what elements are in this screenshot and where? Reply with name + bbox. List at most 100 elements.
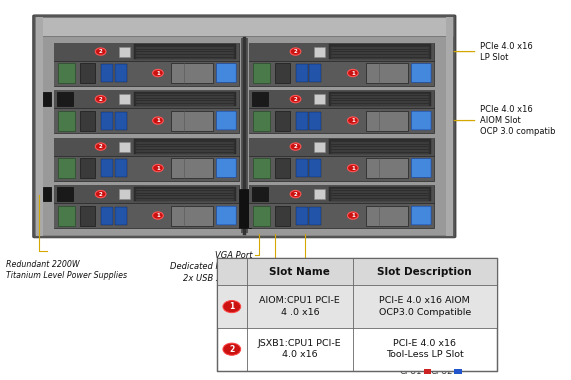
Bar	[54, 90, 239, 108]
Text: PCI-E 4.0 x16
Tool-Less LP Slot: PCI-E 4.0 x16 Tool-Less LP Slot	[386, 339, 464, 359]
Bar	[329, 187, 431, 201]
Bar	[119, 94, 130, 104]
Bar	[171, 111, 214, 130]
Circle shape	[95, 48, 106, 55]
Text: 2: 2	[99, 97, 103, 101]
Bar	[329, 44, 431, 59]
Bar	[58, 206, 75, 225]
Circle shape	[348, 212, 358, 219]
Bar	[275, 206, 290, 225]
Bar	[216, 285, 497, 328]
FancyBboxPatch shape	[412, 206, 431, 225]
Circle shape	[152, 212, 163, 219]
Text: Slot Name: Slot Name	[270, 267, 330, 277]
Text: Dedicated IPMI Port: Dedicated IPMI Port	[170, 262, 252, 271]
Bar	[54, 155, 239, 180]
Text: Slot Description: Slot Description	[377, 267, 472, 277]
Bar	[314, 189, 325, 199]
Bar	[54, 185, 239, 228]
Bar	[251, 92, 268, 106]
Bar	[134, 187, 236, 201]
Bar	[250, 203, 434, 228]
Text: 2: 2	[293, 192, 297, 196]
Bar	[250, 60, 434, 86]
FancyBboxPatch shape	[216, 206, 236, 225]
Circle shape	[348, 70, 358, 77]
Text: 1: 1	[156, 166, 160, 171]
Bar	[115, 207, 127, 225]
Bar	[329, 139, 431, 154]
Circle shape	[95, 143, 106, 150]
Bar	[250, 90, 434, 108]
Bar	[250, 155, 434, 180]
FancyBboxPatch shape	[34, 16, 454, 237]
Bar	[171, 206, 214, 225]
Text: 2: 2	[99, 49, 103, 54]
Bar	[100, 207, 112, 225]
Bar	[54, 90, 239, 133]
Bar	[58, 158, 75, 178]
Bar	[250, 185, 434, 228]
Bar	[250, 138, 434, 155]
Bar	[54, 108, 239, 133]
Bar	[43, 187, 51, 201]
Bar	[366, 206, 408, 225]
Bar	[100, 159, 112, 177]
Bar	[54, 43, 239, 86]
FancyBboxPatch shape	[412, 64, 431, 82]
Bar	[58, 111, 75, 130]
Text: 2: 2	[229, 345, 235, 354]
Bar	[134, 92, 236, 106]
Bar	[424, 369, 432, 374]
Bar	[275, 111, 290, 130]
Bar	[309, 159, 321, 177]
Bar	[54, 203, 239, 228]
Bar	[454, 369, 462, 374]
Bar	[58, 63, 75, 83]
Bar	[119, 47, 130, 57]
Circle shape	[290, 48, 301, 55]
Bar	[171, 63, 214, 83]
Bar	[57, 187, 73, 201]
Bar	[115, 112, 127, 130]
Bar	[253, 206, 270, 225]
Bar	[239, 189, 251, 228]
Bar	[100, 64, 112, 82]
Text: PCIe 4.0 x16
AIOM Slot
OCP 3.0 compatib: PCIe 4.0 x16 AIOM Slot OCP 3.0 compatib	[480, 105, 556, 136]
Bar	[81, 206, 95, 225]
Text: CPU1: CPU1	[400, 367, 422, 376]
Circle shape	[348, 117, 358, 124]
Bar	[296, 159, 308, 177]
Bar	[216, 258, 497, 285]
Text: 1: 1	[156, 213, 160, 218]
Bar	[309, 64, 321, 82]
Text: 1: 1	[351, 71, 355, 76]
Bar	[54, 138, 239, 155]
Bar	[115, 159, 127, 177]
Bar	[54, 185, 239, 203]
Bar	[250, 43, 434, 86]
Bar	[275, 63, 290, 83]
FancyBboxPatch shape	[216, 159, 236, 177]
Bar	[81, 158, 95, 178]
Bar	[251, 187, 268, 201]
Bar	[253, 63, 270, 83]
Bar	[36, 17, 453, 36]
Text: VGA Port: VGA Port	[215, 251, 252, 260]
Bar	[81, 111, 95, 130]
Bar	[171, 158, 214, 178]
Text: 2: 2	[99, 144, 103, 149]
Bar	[134, 44, 236, 59]
Bar	[296, 64, 308, 82]
Bar	[43, 92, 51, 106]
Bar	[100, 112, 112, 130]
Text: 2: 2	[99, 192, 103, 196]
Text: JSXB1:CPU1 PCI-E
4.0 x16: JSXB1:CPU1 PCI-E 4.0 x16	[258, 339, 341, 359]
Bar	[250, 90, 434, 133]
Bar	[296, 112, 308, 130]
Text: 1: 1	[351, 118, 355, 123]
Bar	[446, 17, 453, 236]
Bar	[134, 139, 236, 154]
FancyBboxPatch shape	[216, 64, 236, 82]
Circle shape	[290, 190, 301, 198]
